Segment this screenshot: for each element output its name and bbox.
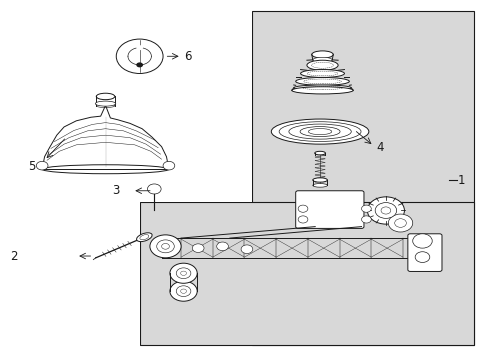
Ellipse shape	[288, 124, 350, 139]
Circle shape	[36, 161, 48, 170]
Ellipse shape	[95, 101, 116, 106]
FancyBboxPatch shape	[140, 202, 473, 345]
Text: 6: 6	[183, 50, 191, 63]
Ellipse shape	[42, 165, 168, 174]
Circle shape	[414, 252, 429, 262]
Circle shape	[366, 197, 404, 224]
Circle shape	[147, 184, 161, 194]
Circle shape	[136, 62, 143, 67]
Ellipse shape	[279, 122, 360, 141]
Circle shape	[136, 45, 143, 50]
Circle shape	[116, 39, 163, 73]
FancyBboxPatch shape	[251, 12, 473, 345]
Ellipse shape	[300, 127, 339, 136]
FancyBboxPatch shape	[407, 234, 441, 271]
Text: 4: 4	[375, 141, 383, 154]
FancyBboxPatch shape	[0, 12, 251, 202]
Circle shape	[361, 216, 370, 223]
Ellipse shape	[308, 129, 331, 135]
Circle shape	[157, 240, 174, 253]
Ellipse shape	[312, 57, 331, 62]
Ellipse shape	[293, 85, 350, 91]
Circle shape	[387, 214, 412, 232]
Circle shape	[241, 245, 252, 253]
Ellipse shape	[96, 93, 115, 100]
Circle shape	[298, 205, 307, 212]
Ellipse shape	[136, 233, 152, 242]
Circle shape	[394, 219, 406, 227]
Circle shape	[192, 244, 203, 252]
FancyBboxPatch shape	[0, 202, 140, 359]
Circle shape	[169, 281, 197, 301]
Circle shape	[176, 268, 190, 279]
Ellipse shape	[306, 60, 337, 70]
Circle shape	[180, 289, 186, 293]
Ellipse shape	[140, 235, 148, 240]
Text: 2: 2	[10, 249, 18, 262]
Circle shape	[161, 243, 169, 249]
Text: 5: 5	[28, 160, 35, 173]
Circle shape	[380, 207, 390, 214]
Circle shape	[176, 286, 190, 297]
Circle shape	[298, 216, 307, 223]
Ellipse shape	[96, 104, 115, 108]
Circle shape	[374, 203, 396, 219]
Ellipse shape	[312, 178, 327, 182]
Circle shape	[150, 235, 181, 258]
Ellipse shape	[300, 69, 344, 77]
FancyBboxPatch shape	[295, 191, 363, 228]
Circle shape	[169, 263, 197, 283]
Circle shape	[216, 242, 228, 251]
Circle shape	[412, 234, 431, 248]
Circle shape	[163, 161, 174, 170]
Ellipse shape	[271, 119, 368, 144]
Ellipse shape	[295, 77, 348, 85]
Text: 3: 3	[112, 184, 119, 197]
Circle shape	[361, 205, 370, 212]
Ellipse shape	[311, 51, 332, 58]
Ellipse shape	[314, 151, 325, 155]
Ellipse shape	[291, 87, 352, 94]
Circle shape	[180, 271, 186, 275]
Text: 1: 1	[457, 174, 464, 186]
Ellipse shape	[312, 184, 327, 187]
